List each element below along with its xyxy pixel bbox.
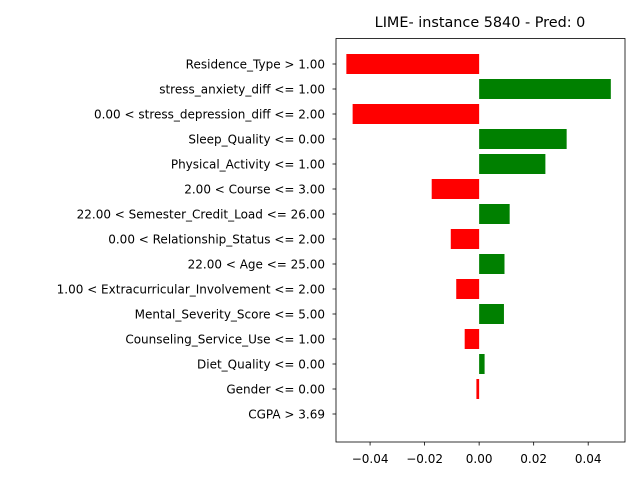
chart-title: LIME- instance 5840 - Pred: 0 — [375, 15, 586, 31]
plot-frame — [335, 38, 626, 443]
bar — [479, 129, 567, 149]
y-tick-label: stress_anxiety_diff <= 1.00 — [159, 83, 325, 97]
y-tick-label: Counseling_Service_Use <= 1.00 — [125, 333, 325, 347]
bar — [479, 354, 485, 374]
x-tick-label: 0.02 — [520, 452, 547, 466]
y-tick-label: 0.00 < stress_depression_diff <= 2.00 — [94, 108, 325, 122]
y-tick-label: CGPA > 3.69 — [248, 408, 325, 422]
y-tick-labels: Residence_Type > 1.00 stress_anxiety_diff… — [57, 58, 336, 422]
y-tick-label: Gender <= 0.00 — [226, 383, 325, 397]
bar — [450, 229, 480, 249]
bars-group — [346, 54, 611, 399]
x-tick-label: 0.00 — [466, 452, 493, 466]
bar — [464, 329, 480, 349]
bar — [456, 279, 480, 299]
bar — [479, 79, 611, 99]
x-tick-label: −0.04 — [352, 452, 389, 466]
y-tick-label: Mental_Severity_Score <= 5.00 — [135, 308, 325, 322]
y-tick-label: Sleep_Quality <= 0.00 — [188, 133, 325, 147]
y-tick-label: 2.00 < Course <= 3.00 — [184, 183, 325, 197]
y-tick-label: Residence_Type > 1.00 — [186, 58, 325, 72]
y-tick-label: 22.00 < Semester_Credit_Load <= 26.00 — [77, 208, 325, 222]
y-tick-label: 0.00 < Relationship_Status <= 2.00 — [108, 233, 325, 247]
bar — [479, 304, 504, 324]
bar — [346, 54, 480, 74]
y-tick-label: Physical_Activity <= 1.00 — [171, 158, 325, 172]
x-tick-label: 0.04 — [575, 452, 602, 466]
bar — [476, 379, 480, 399]
bar — [352, 104, 480, 124]
y-tick-label: Diet_Quality <= 0.00 — [197, 358, 325, 372]
y-tick-label: 1.00 < Extracurricular_Involvement <= 2.… — [57, 283, 325, 297]
bar — [479, 204, 510, 224]
x-ticks: −0.04 −0.02 0.00 0.02 0.04 — [352, 442, 602, 466]
bar — [431, 179, 480, 199]
bar — [479, 154, 546, 174]
bar — [479, 254, 505, 274]
x-tick-label: −0.02 — [406, 452, 443, 466]
y-tick-label: 22.00 < Age <= 25.00 — [188, 258, 325, 272]
